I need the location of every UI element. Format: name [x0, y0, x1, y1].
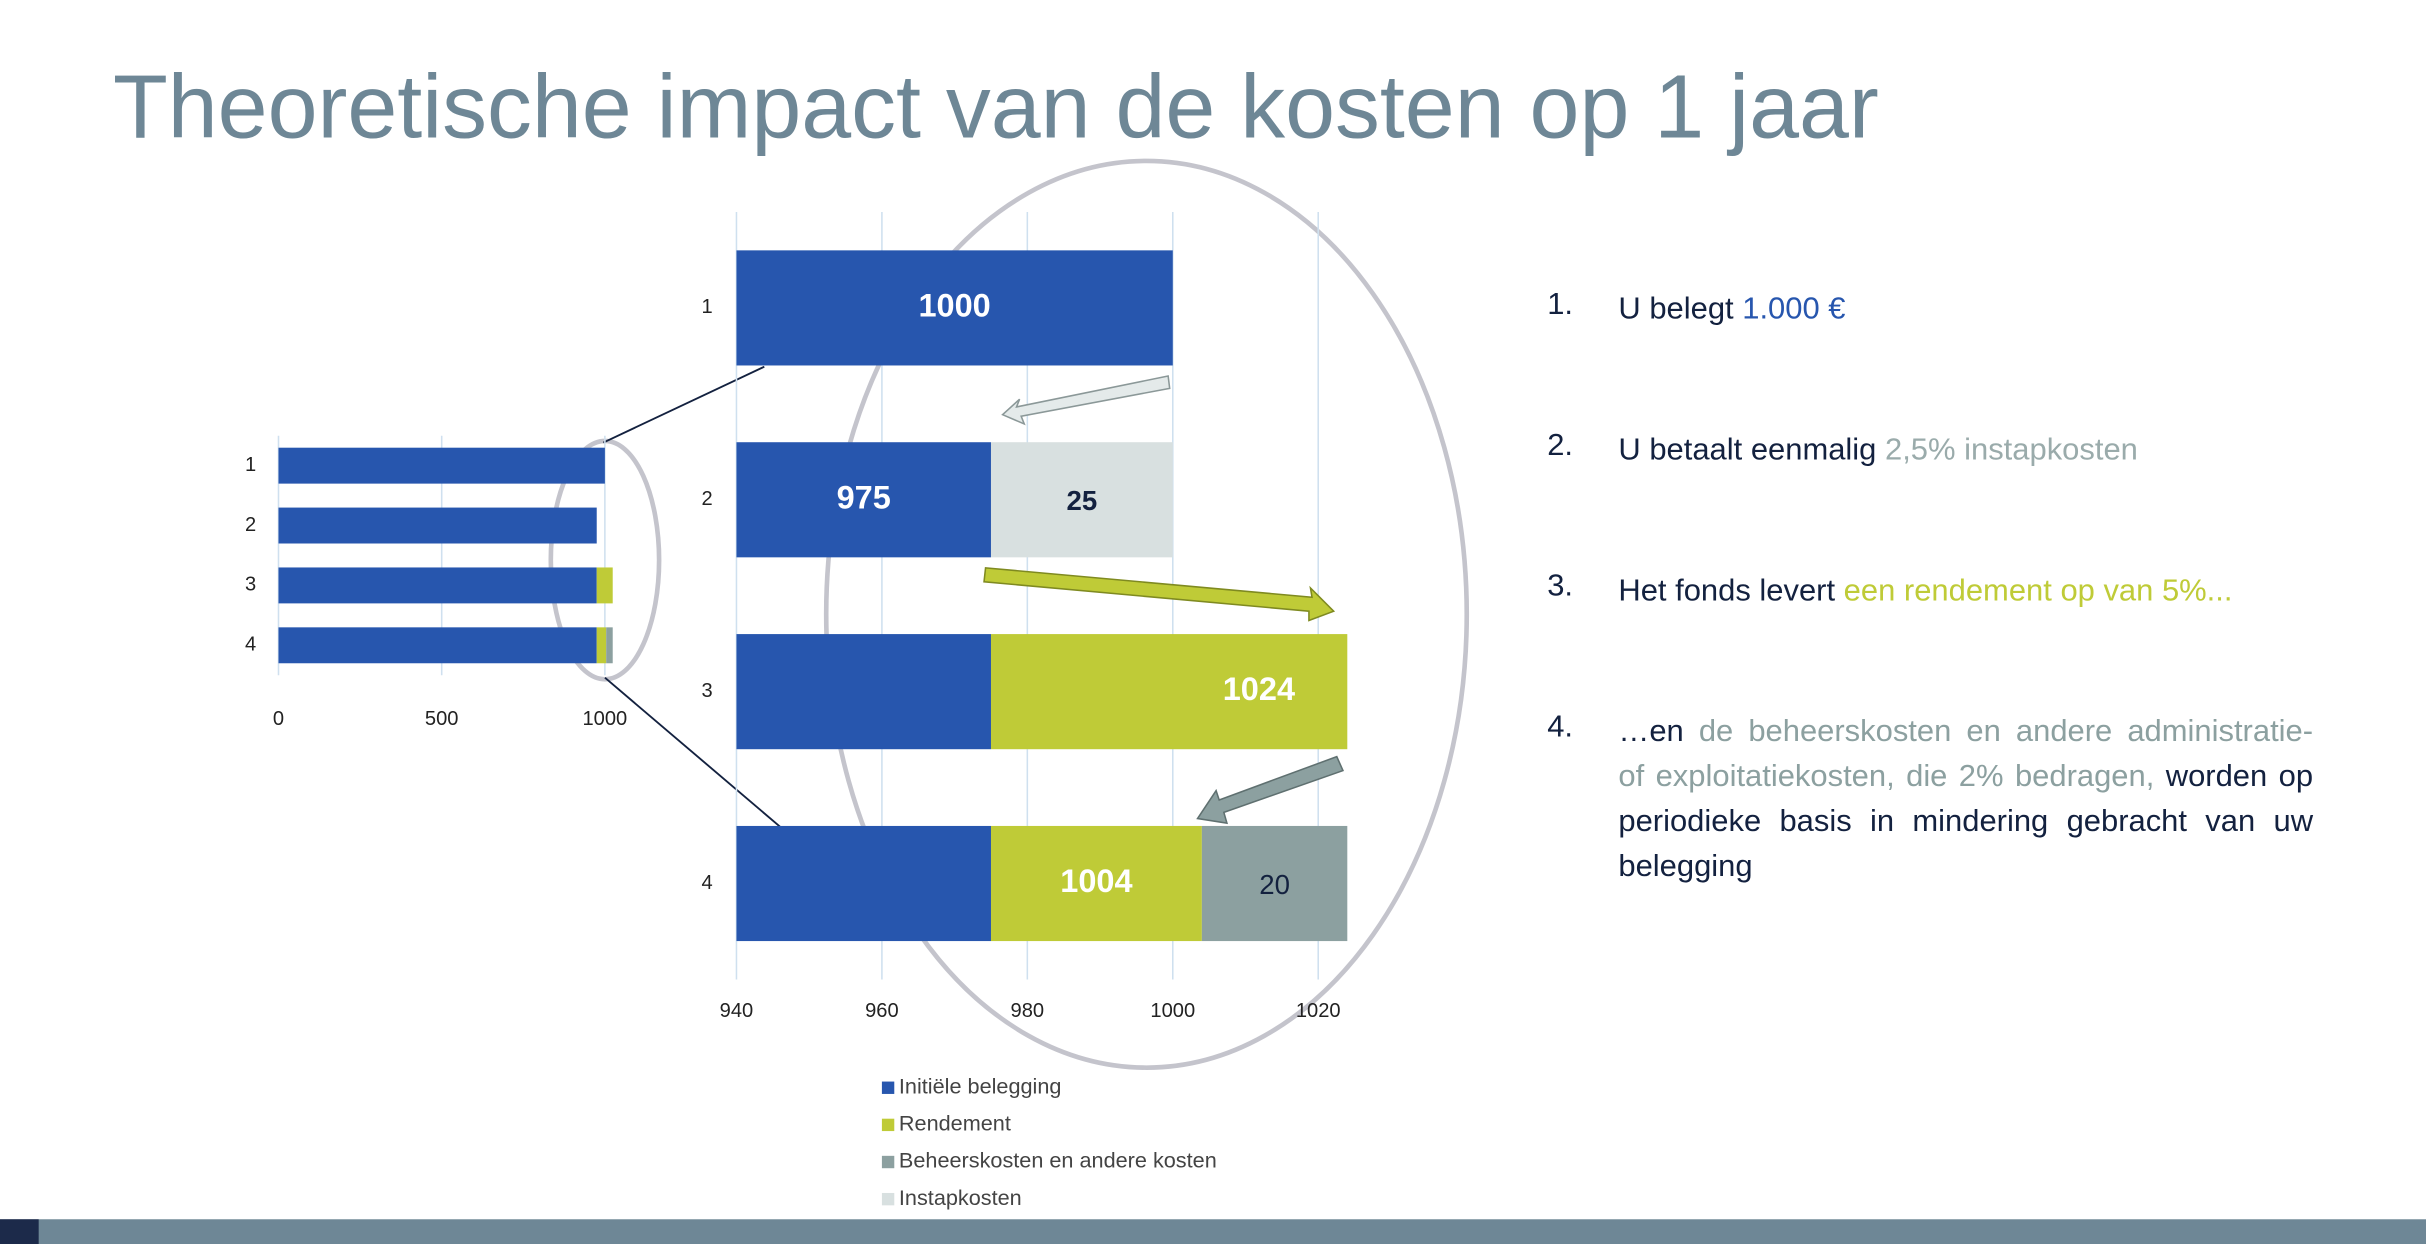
bar-segment: [278, 447, 605, 484]
step-text-part: 1.000 €: [1742, 292, 1846, 327]
bar-segment: [990, 825, 1202, 942]
step-text-part: U belegt: [1618, 292, 1743, 327]
slide-title: Theoretische impact van de kosten op 1 j…: [112, 57, 1879, 158]
step-number: 2.: [1547, 428, 1574, 463]
bar-segment: [736, 442, 991, 558]
step-text-part: de beheerskosten en andere administratie…: [1618, 714, 2314, 794]
bar-segment: [736, 825, 991, 942]
x-tick-label: 1000: [583, 708, 628, 730]
y-tick-label: 4: [245, 634, 256, 656]
step-text-part: worden op periodieke basis in mindering …: [1618, 759, 2314, 884]
data-label: 1024: [1223, 671, 1295, 707]
step-text: Het fonds levert een rendement op van 5%…: [1618, 569, 2313, 710]
legend-label: Rendement: [899, 1111, 1011, 1136]
steps: 1. U belegt 1.000 € 2. U betaalt eenmalig 2…: [1547, 288, 2314, 884]
bar-segment: [736, 250, 1173, 366]
step-text-part: U betaalt eenmalig: [1618, 433, 1885, 468]
data-label: 20: [1259, 869, 1290, 900]
y-tick-label: 3: [245, 574, 256, 596]
x-tick-label: 1020: [1296, 1000, 1341, 1022]
bar-segment: [1201, 825, 1348, 942]
legend-label: Beheerskosten en andere kosten: [899, 1148, 1217, 1173]
step-text: …en de beheerskosten en andere administr…: [1618, 710, 2314, 884]
footer-bar: [0, 1219, 2426, 1244]
bar-segment: [736, 634, 991, 750]
step-number: 4.: [1547, 710, 1574, 745]
y-tick-label: 2: [701, 488, 712, 510]
bar-segment: [596, 567, 613, 604]
step-text-part: Het fonds levert: [1618, 574, 1844, 609]
legend-label: Instapkosten: [899, 1185, 1022, 1210]
legend-swatch: [881, 1192, 895, 1206]
x-tick-label: 960: [865, 1000, 899, 1022]
arrow: [983, 567, 1336, 622]
data-label: 1000: [918, 287, 990, 323]
legend-swatch: [881, 1081, 895, 1094]
bar-segment: [278, 507, 597, 544]
y-tick-label: 3: [701, 680, 712, 702]
data-label: 975: [837, 479, 891, 515]
step-number: 3.: [1547, 569, 1574, 604]
y-tick-label: 4: [701, 872, 712, 894]
bar-segment: [278, 567, 597, 604]
step: 1. U belegt 1.000 €: [1547, 288, 2313, 429]
x-tick-label: 980: [1011, 1000, 1045, 1022]
arrow: [1001, 375, 1171, 426]
legend-swatch: [881, 1155, 895, 1169]
y-tick-label: 2: [245, 514, 256, 536]
step-text-part: een rendement op van 5%...: [1843, 574, 2233, 609]
step-text-part: 2,5% instapkosten: [1884, 433, 2138, 468]
step-text: U belegt 1.000 €: [1618, 288, 2313, 429]
arrow: [1196, 755, 1345, 825]
step: 3. Het fonds levert een rendement op van …: [1547, 569, 2313, 710]
zoom-line: [604, 677, 782, 829]
bar-segment: [596, 627, 607, 664]
step: 4. …en de beheerskosten en andere adminis…: [1547, 710, 2314, 884]
x-tick-label: 500: [425, 708, 459, 730]
bar-segment: [278, 627, 597, 664]
y-tick-label: 1: [245, 454, 256, 476]
zoom-line: [603, 365, 765, 444]
legend-label: Initiële belegging: [899, 1073, 1062, 1098]
bar-segment: [990, 634, 1348, 750]
step: 2. U betaalt eenmalig 2,5% instapkosten: [1547, 429, 2313, 570]
bar-segment: [990, 442, 1173, 558]
zoom-ellipse: [823, 158, 1470, 1070]
x-tick-label: 1000: [1150, 1000, 1195, 1022]
legend-swatch: [881, 1118, 895, 1132]
bar-segment: [606, 627, 613, 664]
data-label: 25: [1067, 485, 1098, 516]
y-tick-label: 1: [701, 296, 712, 318]
footer-corner: [0, 1219, 39, 1244]
step-number: 1.: [1547, 287, 1574, 322]
x-tick-label: 940: [720, 1000, 754, 1022]
step-text: U betaalt eenmalig 2,5% instapkosten: [1618, 429, 2313, 570]
step-text-part: …en: [1618, 714, 1699, 749]
data-label: 1004: [1060, 863, 1132, 899]
x-tick-label: 0: [273, 708, 284, 730]
